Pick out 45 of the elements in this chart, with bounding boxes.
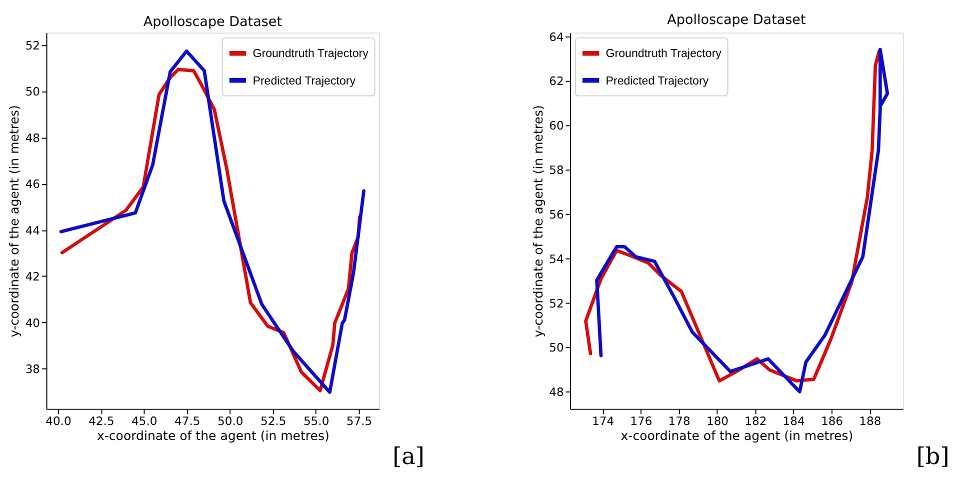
x-tick-label: 47.5 — [174, 414, 200, 428]
x-tick-label: 52.5 — [260, 414, 286, 428]
y-tick-label: 62 — [549, 74, 564, 88]
y-tick-label: 44 — [25, 223, 40, 238]
y-tick-label: 50 — [549, 340, 564, 355]
legend-label: Groundtruth Trajectory — [252, 48, 369, 60]
legend-label: Predicted Trajectory — [606, 75, 709, 88]
y-tick-label: 64 — [549, 30, 564, 44]
y-axis-title: y-coordinate of the agent (in metres) — [6, 105, 22, 338]
y-tick-label: 56 — [549, 207, 564, 222]
y-tick-label: 48 — [25, 130, 40, 145]
x-axis-title: x-coordinate of the agent (in metres) — [96, 428, 330, 444]
y-tick-label: 40 — [25, 316, 40, 330]
x-tick-label: 45.0 — [132, 414, 158, 428]
y-tick-label: 52 — [25, 38, 40, 52]
text: [a] — [392, 444, 424, 470]
chart-title: Apolloscape Dataset — [143, 14, 282, 30]
x-tick-label: 186 — [820, 414, 844, 428]
y-tick-label: 54 — [549, 252, 564, 266]
x-tick-label: 184 — [782, 414, 805, 428]
y-tick-label: 42 — [25, 270, 40, 284]
x-tick-label: 180 — [706, 414, 729, 428]
y-tick-label: 52 — [549, 296, 564, 310]
x-tick-label: 178 — [668, 414, 690, 428]
x-tick-label: 188 — [859, 414, 882, 428]
x-tick-label: 40.0 — [46, 414, 72, 428]
chart-title: Apolloscape Dataset — [667, 12, 806, 28]
x-tick-label: 55.0 — [303, 414, 330, 428]
text: [b] — [916, 444, 950, 470]
x-tick-label: 42.5 — [88, 414, 114, 428]
y-tick-label: 48 — [549, 385, 564, 400]
x-tick-label: 182 — [744, 414, 767, 428]
y-tick-label: 60 — [549, 118, 564, 133]
y-tick-label: 38 — [25, 362, 40, 376]
y-tick-label: 50 — [25, 84, 40, 99]
x-tick-label: 50.0 — [217, 414, 244, 428]
legend-label: Predicted Trajectory — [252, 75, 356, 88]
y-tick-label: 46 — [25, 177, 40, 192]
x-axis-title: x-coordinate of the agent (in metres) — [620, 428, 854, 444]
x-tick-label: 57.5 — [346, 414, 372, 428]
y-axis-title: y-coordinate of the agent (in metres) — [530, 105, 546, 338]
legend-label: Groundtruth Trajectory — [606, 48, 722, 60]
y-tick-label: 58 — [549, 163, 564, 178]
x-tick-label: 174 — [592, 414, 614, 428]
x-tick-label: 176 — [630, 414, 652, 428]
